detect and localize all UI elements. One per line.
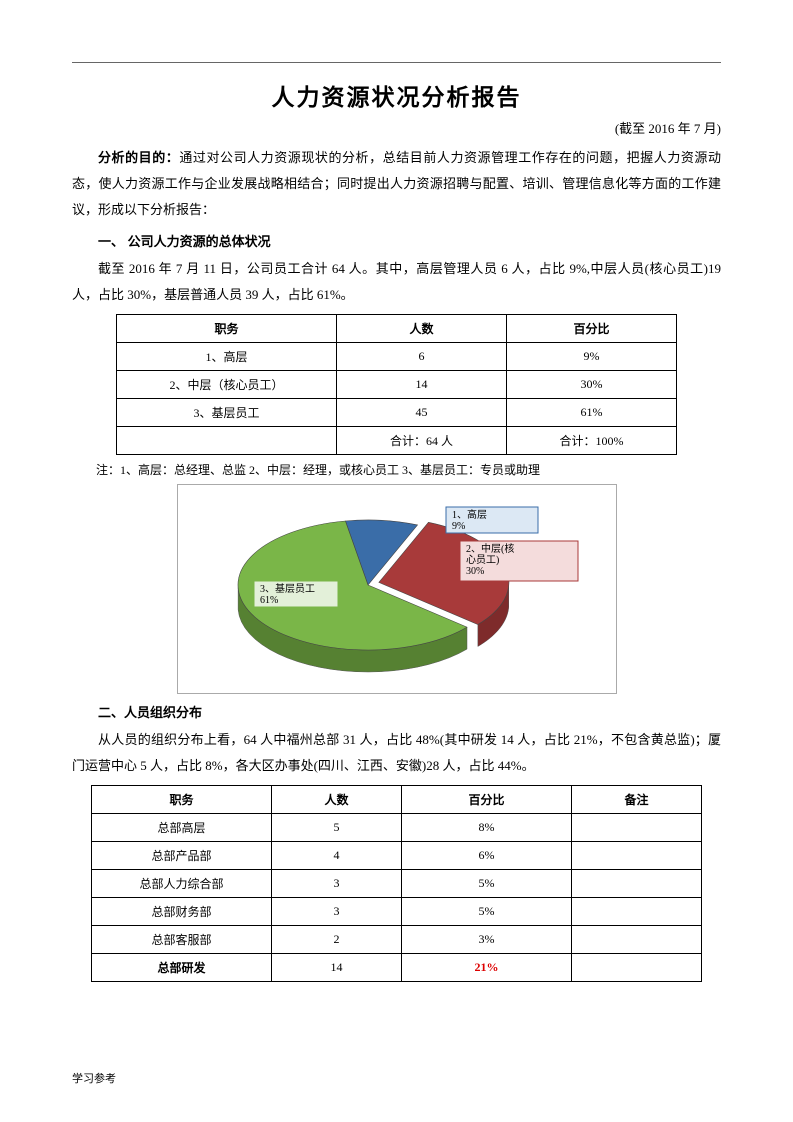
report-date: (截至 2016 年 7 月)	[72, 118, 721, 137]
hr-summary-table: 职务人数百分比 1、高层69% 2、中层（核心员工）1430% 3、基层员工4561%…	[116, 314, 677, 455]
table-header: 百分比	[507, 315, 677, 343]
table-1-note: 注：1、高层：总经理、总监 2、中层：经理，或核心员工 3、基层员工：专员或助理	[72, 461, 721, 478]
section-2-paragraph: 从人员的组织分布上看，64 人中福州总部 31 人，占比 48%(其中研发 14…	[72, 727, 721, 779]
page: 人力资源状况分析报告 (截至 2016 年 7 月) 分析的目的：通过对公司人力…	[0, 0, 793, 1122]
table-cell: 3%	[402, 926, 572, 954]
table-header: 百分比	[402, 786, 572, 814]
table-cell: 总部人力综合部	[92, 870, 272, 898]
table-cell	[572, 954, 702, 982]
purpose-paragraph: 分析的目的：通过对公司人力资源现状的分析，总结目前人力资源管理工作存在的问题，把…	[72, 145, 721, 223]
table-cell	[572, 814, 702, 842]
table-cell	[572, 870, 702, 898]
table-cell: 14	[337, 371, 507, 399]
table-cell: 总部财务部	[92, 898, 272, 926]
table-header: 人数	[337, 315, 507, 343]
table-header: 备注	[572, 786, 702, 814]
table-header: 职务	[92, 786, 272, 814]
table-cell: 6	[337, 343, 507, 371]
chart-label-text: 9%	[452, 521, 465, 532]
table-total-cell	[117, 427, 337, 455]
chart-label-text: 1、高层	[452, 508, 487, 521]
table-cell: 9%	[507, 343, 677, 371]
chart-label-text: 2、中层(核	[466, 542, 514, 555]
chart-label-text: 3、基层员工	[260, 582, 315, 595]
table-cell: 总部研发	[92, 954, 272, 982]
table-cell: 5%	[402, 898, 572, 926]
table-cell: 8%	[402, 814, 572, 842]
table-cell	[572, 926, 702, 954]
org-distribution-table: 职务人数百分比备注总部高层58%总部产品部46%总部人力综合部35%总部财务部3…	[91, 785, 702, 982]
table-cell: 总部客服部	[92, 926, 272, 954]
pie-chart: 1、高层9%2、中层(核心员工)30% 3、基层员工61%	[178, 485, 617, 694]
section-1-heading: 一、 公司人力资源的总体状况	[72, 231, 721, 250]
table-cell: 6%	[402, 842, 572, 870]
table-cell: 5%	[402, 870, 572, 898]
table-cell: 2	[272, 926, 402, 954]
table-cell: 2、中层（核心员工）	[117, 371, 337, 399]
chart-label-text: 61%	[260, 595, 278, 606]
table-cell: 14	[272, 954, 402, 982]
table-cell: 4	[272, 842, 402, 870]
table-cell: 1、高层	[117, 343, 337, 371]
table-cell: 30%	[507, 371, 677, 399]
section-1-paragraph: 截至 2016 年 7 月 11 日，公司员工合计 64 人。其中，高层管理人员…	[72, 256, 721, 308]
table-cell: 3、基层员工	[117, 399, 337, 427]
table-cell: 61%	[507, 399, 677, 427]
section-2-heading: 二、人员组织分布	[72, 702, 721, 721]
pie-chart-container: 1、高层9%2、中层(核心员工)30% 3、基层员工61%	[177, 484, 617, 694]
table-cell: 45	[337, 399, 507, 427]
page-footer: 学习参考	[72, 1070, 116, 1086]
table-cell	[572, 898, 702, 926]
table-header: 人数	[272, 786, 402, 814]
table-total-cell: 合计：64 人	[337, 427, 507, 455]
table-cell: 5	[272, 814, 402, 842]
table-cell	[572, 842, 702, 870]
table-cell: 总部产品部	[92, 842, 272, 870]
table-cell: 总部高层	[92, 814, 272, 842]
chart-label-text: 30%	[466, 566, 484, 577]
purpose-label: 分析的目的：	[98, 150, 179, 165]
table-cell: 3	[272, 898, 402, 926]
table-cell: 3	[272, 870, 402, 898]
table-cell: 21%	[402, 954, 572, 982]
table-header: 职务	[117, 315, 337, 343]
chart-label-text: 心员工)	[466, 554, 499, 566]
report-title: 人力资源状况分析报告	[72, 78, 721, 112]
header-rule	[72, 62, 721, 63]
table-total-cell: 合计：100%	[507, 427, 677, 455]
